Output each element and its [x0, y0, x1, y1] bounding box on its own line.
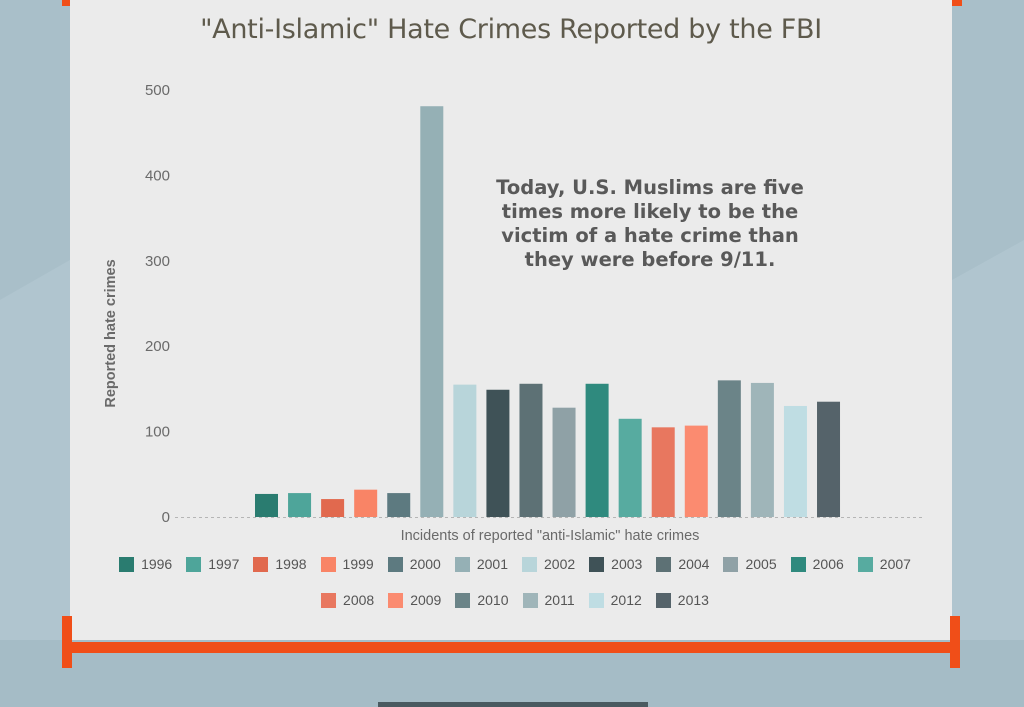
legend-item-2013: 2013	[655, 592, 709, 608]
bar-2012	[783, 405, 807, 517]
y-axis-label: Reported hate crimes	[103, 259, 119, 407]
bar-2009	[684, 425, 708, 517]
legend-label: 1996	[141, 556, 173, 572]
legend-label: 2004	[678, 556, 710, 572]
bar-2004	[519, 383, 543, 517]
bar-1996	[255, 493, 278, 517]
y-tick-label: 0	[162, 509, 170, 526]
bar-2010	[717, 380, 741, 517]
legend-item-2008: 2008	[321, 592, 374, 608]
chart-title: "Anti-Islamic" Hate Crimes Reported by t…	[200, 14, 822, 45]
bar-2003	[486, 389, 510, 517]
bar-2011	[750, 382, 774, 517]
bar-2002	[453, 384, 477, 517]
legend-swatch	[857, 556, 873, 572]
legend-swatch	[589, 556, 605, 572]
legend-label: 2006	[812, 556, 844, 572]
bar-2001	[420, 106, 444, 517]
bottom-bracket-bar	[62, 642, 960, 653]
legend-swatch	[522, 556, 537, 572]
bottom-bracket-left	[62, 616, 72, 668]
legend-swatch	[387, 556, 403, 572]
legend-item-2000: 2000	[387, 556, 441, 572]
bar-2000	[387, 493, 411, 517]
legend-swatch	[455, 592, 471, 608]
chart-annotation: Today, U.S. Muslims are five times more …	[496, 176, 804, 271]
legend-label: 2007	[879, 556, 911, 572]
legend-swatch	[723, 556, 739, 572]
legend-item-2009: 2009	[388, 592, 441, 608]
legend-label: 2010	[477, 592, 509, 608]
legend-label: 1997	[208, 556, 240, 572]
legend-swatch	[253, 556, 269, 572]
legend-item-1999: 1999	[320, 556, 374, 572]
y-tick-label: 300	[145, 253, 170, 270]
legend-label: 1998	[275, 556, 307, 572]
legend-label: 2002	[544, 556, 576, 572]
legend-swatch	[656, 556, 672, 572]
legend-swatch	[454, 556, 470, 572]
legend-swatch	[388, 592, 404, 608]
bar-2005	[552, 407, 576, 517]
legend-item-2010: 2010	[455, 592, 509, 608]
legend-label: 2012	[610, 592, 642, 608]
legend-label: 2005	[745, 556, 777, 572]
y-tick-label: 400	[145, 167, 170, 184]
legend-swatch	[790, 556, 806, 572]
legend-label: 1999	[342, 556, 374, 572]
y-tick-label: 100	[145, 424, 170, 441]
legend-swatch	[321, 592, 337, 608]
chart-panel: "Anti-Islamic" Hate Crimes Reported by t…	[70, 0, 952, 640]
legend-item-2012: 2012	[588, 592, 642, 608]
bar-1998	[321, 499, 345, 517]
legend-label: 2008	[343, 592, 375, 608]
legend-label: 2009	[410, 592, 442, 608]
top-bracket-left	[62, 0, 72, 6]
legend-swatch	[186, 556, 202, 572]
legend-item-2004: 2004	[656, 556, 709, 572]
chart-legend: 1996 1997 1998 1999 2000 2001 2002 2003 2004 2005…	[110, 556, 920, 608]
legend-swatch	[588, 592, 604, 608]
legend-swatch	[522, 592, 538, 608]
legend-item-2002: 2002	[522, 556, 575, 572]
legend-label: 2013	[677, 592, 709, 608]
bar-1997	[288, 493, 312, 517]
legend-label: 2000	[409, 556, 441, 572]
legend-item-2007: 2007	[857, 556, 911, 572]
legend-label: 2011	[544, 592, 575, 608]
legend-item-2003: 2003	[589, 556, 642, 572]
bar-chart: 0 100 200 300 400 500 Reported hate crimes Inci…	[103, 82, 925, 544]
top-bracket-right	[952, 0, 962, 6]
bar-2008	[651, 427, 675, 517]
bar-2013	[817, 401, 841, 517]
y-tick-label: 500	[145, 82, 170, 99]
bar-1999	[354, 489, 378, 517]
legend-swatch	[119, 556, 135, 572]
legend-swatch	[320, 556, 336, 572]
legend-label: 2001	[476, 556, 508, 572]
legend-label: 2003	[611, 556, 643, 572]
legend-item-1998: 1998	[253, 556, 307, 572]
legend-item-2011: 2011	[522, 592, 575, 608]
legend-item-1996: 1996	[119, 556, 172, 572]
bottom-bracket-right	[950, 616, 960, 668]
legend-item-2001: 2001	[454, 556, 508, 572]
legend-item-2006: 2006	[790, 556, 844, 572]
bar-2007	[618, 418, 642, 517]
legend-item-2005: 2005	[723, 556, 777, 572]
legend-item-1997: 1997	[186, 556, 239, 572]
legend-swatch	[655, 592, 671, 608]
x-axis-label: Incidents of reported "anti-Islamic" hat…	[401, 528, 700, 544]
bar-2006	[585, 383, 609, 517]
y-tick-label: 200	[145, 338, 170, 355]
